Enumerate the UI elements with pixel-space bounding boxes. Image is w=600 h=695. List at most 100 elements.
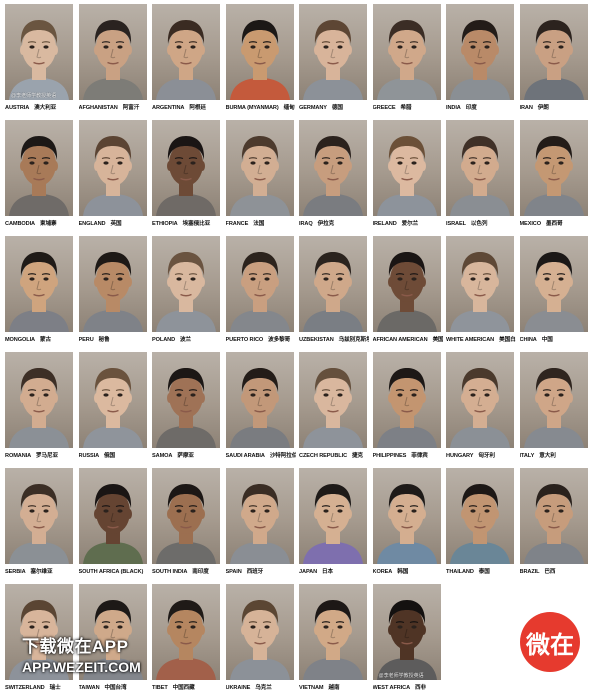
face-card: ROMANIA 罗马尼亚	[5, 352, 73, 463]
country-label: IRAQ 伊拉克	[299, 218, 369, 230]
country-name-en: SAUDI ARABIA	[225, 453, 265, 459]
face-portrait	[225, 236, 294, 332]
face-card: RUSSIA 俄国	[78, 352, 147, 463]
promo-title: 下载微在APP	[22, 637, 129, 656]
face-portrait	[152, 4, 220, 100]
face-card: ARGENTINA 阿根廷	[152, 4, 220, 115]
face-portrait	[5, 468, 73, 564]
country-name-zh: 塞尔维亚	[30, 569, 53, 575]
country-name-en: MEXICO	[519, 221, 542, 227]
face-card: UKRAINE 乌克兰	[225, 584, 294, 695]
country-name-en: IRAQ	[299, 221, 313, 227]
face-portrait	[299, 120, 367, 216]
country-name-en: SPAIN	[225, 569, 242, 575]
country-name-en: WHITE AMERICAN	[446, 337, 495, 343]
face-portrait	[519, 120, 588, 216]
country-label: KOREA 韩国	[373, 566, 443, 578]
face-card: POLAND 波兰	[152, 236, 220, 347]
face-portrait	[78, 352, 147, 448]
face-card: AUSTRIA 澳大利亚 @李老师学教授英语	[5, 4, 73, 115]
country-name-en: PERU	[78, 337, 94, 343]
country-name-en: ISRAEL	[446, 221, 466, 227]
weizai-logo: 微在	[520, 612, 580, 672]
country-name-zh: 伊拉克	[317, 221, 335, 227]
country-name-en: CAMBODIA	[5, 221, 35, 227]
country-name-zh: 以色列	[470, 221, 488, 227]
country-name-zh: 韩国	[397, 569, 409, 575]
face-card: CZECH REPUBLIC 捷克	[299, 352, 367, 463]
face-portrait	[5, 584, 73, 680]
face-portrait	[299, 352, 367, 448]
face-card: TAIWAN 中国台湾	[78, 584, 149, 695]
face-card: SOUTH INDIA 南印度	[152, 468, 220, 579]
face-portrait	[152, 352, 220, 448]
face-card: IRELAND 爱尔兰	[372, 120, 441, 231]
country-name-zh: 巴西	[544, 569, 556, 575]
country-name-en: GREECE	[372, 105, 396, 111]
country-label: HUNGARY 匈牙利	[446, 450, 516, 462]
country-name-zh: 罗马尼亚	[36, 453, 59, 459]
country-name-zh: 瑞士	[49, 685, 61, 691]
country-name-en: MONGOLIA	[5, 337, 35, 343]
country-name-zh: 泰国	[478, 569, 490, 575]
country-label: THAILAND 泰国	[446, 566, 516, 578]
face-portrait	[5, 120, 73, 216]
country-label: WEST AFRICA 西非	[373, 682, 443, 694]
country-name-en: CZECH REPUBLIC	[299, 453, 348, 459]
country-label: MEXICO 墨西哥	[520, 218, 590, 230]
country-label: PUERTO RICO 波多黎哥	[226, 334, 296, 346]
face-portrait	[78, 236, 147, 332]
country-name-en: ITALY	[519, 453, 535, 459]
face-card: TIBET 中国西藏	[152, 584, 220, 695]
face-card: IRAN 伊朗	[519, 4, 588, 115]
face-portrait	[225, 584, 294, 680]
face-card: ITALY 意大利	[519, 352, 590, 463]
country-name-en: THAILAND	[446, 569, 474, 575]
face-card: IRAQ 伊拉克	[299, 120, 367, 231]
country-name-zh: 印度	[465, 105, 477, 111]
logo-text: 微在	[526, 630, 574, 659]
country-label: INDIA 印度	[446, 102, 516, 114]
country-label: SAMOA 萨摩亚	[152, 450, 222, 462]
country-label: SOUTH AFRICA (BLACK)	[79, 566, 149, 578]
face-portrait	[372, 352, 441, 448]
country-label: CZECH REPUBLIC 捷克	[299, 450, 369, 462]
face-card: SERBIA 塞尔维亚	[5, 468, 73, 579]
country-label: ARGENTINA 阿根廷	[152, 102, 222, 114]
country-name-zh: 蒙古	[39, 337, 51, 343]
country-label: AFRICAN AMERICAN 美国黑人	[373, 334, 443, 346]
face-portrait	[152, 236, 220, 332]
country-label: ITALY 意大利	[520, 450, 590, 462]
face-card: THAILAND 泰国	[446, 468, 514, 579]
face-card: ENGLAND 英国	[78, 120, 147, 231]
face-card: MONGOLIA 蒙古	[5, 236, 73, 347]
country-name-zh: 匈牙利	[478, 453, 495, 459]
country-name-zh: 阿富汗	[122, 105, 140, 111]
country-label: TAIWAN 中国台湾	[79, 682, 149, 694]
country-name-en: AUSTRIA	[5, 105, 30, 111]
watermark-text: @李老师学教授英语	[378, 673, 424, 679]
face-card: KOREA 韩国	[372, 468, 443, 579]
country-name-en: JAPAN	[299, 569, 318, 575]
face-portrait	[372, 4, 441, 100]
face-portrait	[5, 4, 73, 100]
face-portrait	[225, 352, 294, 448]
country-name-en: TIBET	[152, 685, 168, 691]
face-portrait	[372, 584, 441, 680]
country-label: ETHIOPIA 埃塞俄比亚	[152, 218, 222, 230]
country-name-zh: 俄国	[104, 453, 116, 459]
country-name-en: INDIA	[446, 105, 461, 111]
country-label: FRANCE 法国	[226, 218, 296, 230]
country-label: PERU 秘鲁	[79, 334, 149, 346]
face-card: CHINA 中国	[519, 236, 588, 347]
country-name-zh: 秘鲁	[98, 337, 110, 343]
face-portrait	[446, 4, 514, 100]
face-portrait	[299, 584, 367, 680]
face-portrait	[299, 236, 367, 332]
face-card: PHILIPPINES 菲律宾	[372, 352, 441, 463]
face-card: PUERTO RICO 波多黎哥	[225, 236, 296, 347]
country-label: TIBET 中国西藏	[152, 682, 222, 694]
country-name-en: SERBIA	[5, 569, 26, 575]
country-label: WHITE AMERICAN 美国白人	[446, 334, 516, 346]
face-card: SAUDI ARABIA 沙特阿拉伯	[225, 352, 296, 463]
